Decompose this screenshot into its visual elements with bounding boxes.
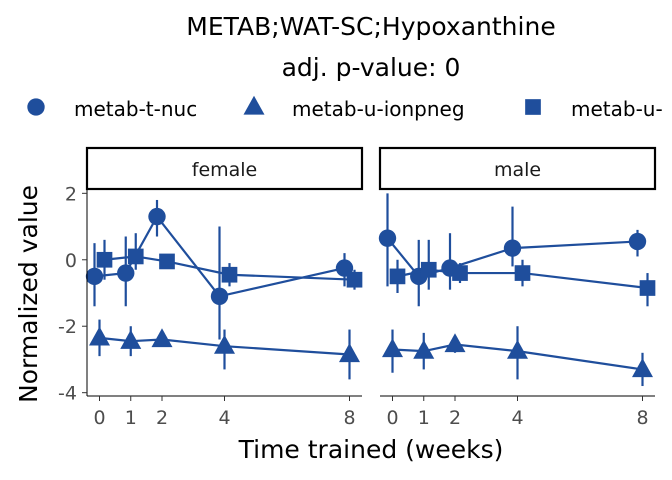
x-tick-label: 1: [418, 407, 430, 429]
series-metab-t-nuc: [378, 193, 647, 307]
data-point: [221, 266, 238, 283]
series-metab-u-ionpneg: [89, 319, 360, 380]
series-metab-u-ionpneg: [382, 326, 653, 387]
data-point: [632, 358, 653, 378]
x-tick-label: 1: [125, 407, 137, 429]
data-point: [444, 333, 466, 353]
legend-label: metab-t-nuc: [74, 97, 197, 121]
panel-male: male 0 1 2 4 8: [378, 146, 657, 429]
legend-label: metab-u-ionpneg: [292, 97, 465, 121]
data-point: [89, 326, 110, 346]
legend-triangle-icon: [243, 95, 265, 115]
y-axis-label: Normalized value: [14, 185, 43, 403]
legend: metab-t-nuc metab-u-ionpneg metab-u-: [27, 95, 663, 121]
data-point: [210, 287, 229, 306]
chart-subtitle: adj. p-value: 0: [282, 53, 461, 82]
data-point: [413, 339, 435, 359]
facet-strip: [85, 146, 364, 191]
data-point: [628, 232, 647, 251]
x-tick-label: 4: [218, 407, 230, 429]
facet-strip: [378, 146, 657, 191]
data-point: [507, 339, 528, 359]
legend-square-icon: [525, 99, 541, 115]
x-tick-label: 8: [343, 407, 355, 429]
data-point: [214, 334, 235, 354]
data-point: [346, 271, 363, 288]
legend-label: metab-u-: [571, 97, 663, 121]
data-point: [639, 280, 656, 296]
data-point: [120, 329, 142, 349]
chart-title: METAB;WAT-SC;Hypoxanthine: [186, 12, 555, 41]
data-point: [420, 261, 437, 278]
legend-item-3: metab-u-: [525, 97, 663, 121]
legend-item-1: metab-t-nuc: [27, 97, 197, 121]
facet-strip-label: female: [192, 159, 258, 181]
data-point: [159, 253, 175, 270]
x-tick-label: 4: [511, 407, 523, 429]
x-tick-label: 8: [636, 407, 648, 429]
data-point: [382, 338, 403, 358]
data-point: [514, 265, 531, 281]
y-tick-label: -2: [58, 316, 77, 338]
data-point: [117, 264, 135, 282]
series-metab-u-: [96, 233, 363, 290]
data-point: [127, 248, 144, 265]
data-point: [96, 251, 113, 268]
facet-strip-label: male: [494, 159, 541, 181]
panel-female: female 0 1 2 4 8: [85, 146, 364, 429]
data-point: [339, 343, 360, 363]
data-point: [503, 239, 522, 257]
data-point: [452, 265, 468, 281]
y-tick-label: 2: [65, 183, 77, 205]
data-point: [389, 268, 406, 285]
y-tick-label: -4: [58, 383, 77, 405]
legend-item-2: metab-u-ionpneg: [243, 95, 465, 121]
data-point: [151, 328, 173, 348]
legend-circle-icon: [27, 98, 45, 116]
x-axis-label: Time trained (weeks): [238, 435, 504, 464]
y-axis: 2 0 -2 -4: [58, 183, 88, 405]
x-tick-label: 0: [386, 407, 398, 429]
y-tick-label: 0: [65, 250, 77, 272]
data-point: [85, 267, 104, 286]
data-point: [148, 207, 166, 226]
x-tick-label: 2: [449, 407, 461, 429]
series-metab-t-nuc: [85, 199, 354, 340]
x-tick-label: 0: [93, 407, 105, 429]
x-tick-label: 2: [156, 407, 168, 429]
data-point: [378, 229, 397, 247]
series-metab-u-: [389, 239, 656, 307]
